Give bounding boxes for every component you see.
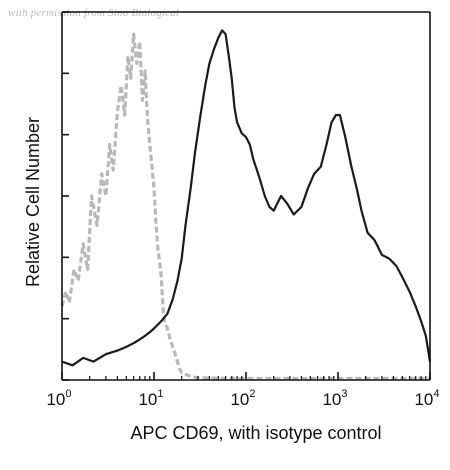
series-sample-line bbox=[61, 29, 432, 367]
x-axis-title: APC CD69, with isotype control bbox=[130, 423, 381, 443]
x-tick-label: 101 bbox=[138, 388, 163, 409]
x-tick-label: 102 bbox=[230, 388, 255, 409]
series-layer bbox=[60, 29, 432, 381]
axes-layer: 100 101 102 103 104 bbox=[46, 11, 440, 409]
x-tick-label: 104 bbox=[414, 388, 439, 409]
x-tick-label: 100 bbox=[46, 388, 71, 409]
series-isotype-line bbox=[60, 32, 430, 381]
y-axis-title: Relative Cell Number bbox=[23, 117, 43, 287]
watermark-text: with permission from Sino Biological bbox=[8, 7, 180, 19]
x-tick-label: 103 bbox=[322, 388, 347, 409]
